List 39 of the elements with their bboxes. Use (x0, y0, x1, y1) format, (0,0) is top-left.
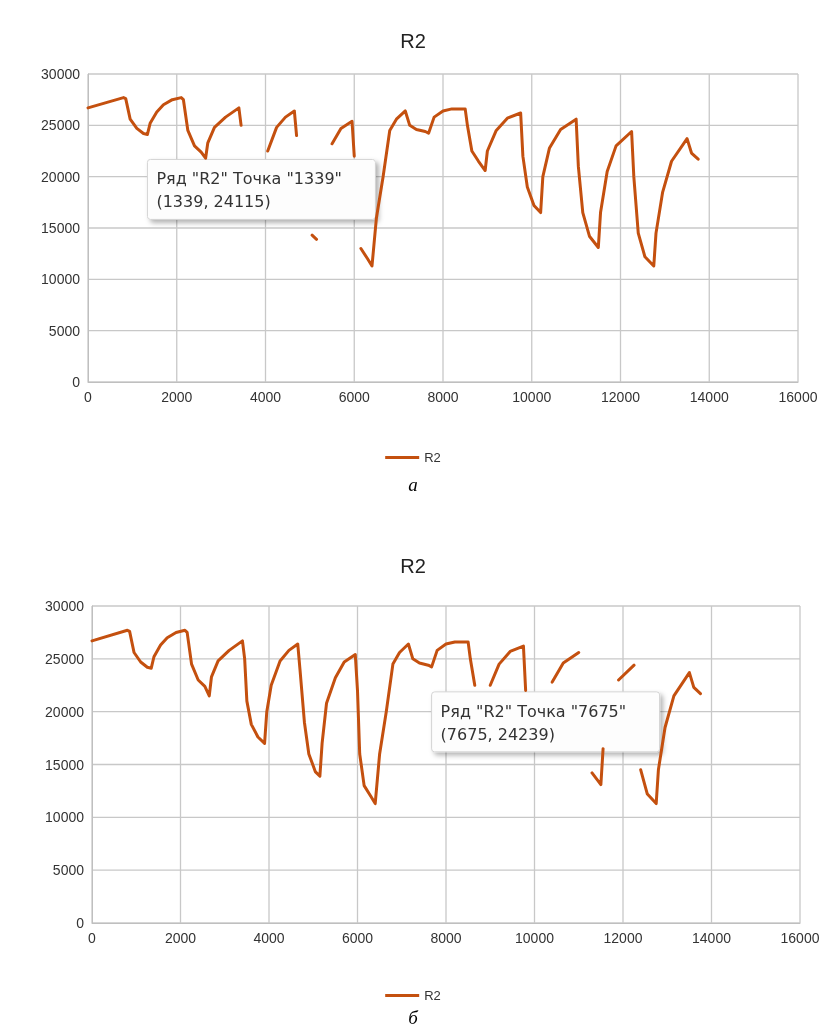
x-tick-label: 8000 (430, 930, 462, 946)
x-tick-label: 2000 (164, 930, 197, 946)
x-tick-label: 2000 (161, 389, 193, 405)
legend-label: R2 (424, 988, 441, 1003)
chart-title: R2 (400, 555, 426, 577)
y-tick-label: 10000 (41, 271, 81, 288)
y-tick-label: 30000 (45, 598, 85, 614)
x-tick-label: 12000 (603, 930, 643, 946)
x-tick-label: 10000 (515, 930, 555, 946)
y-tick-label: 20000 (41, 168, 81, 185)
annotation: Ряд "R2" Точка "1339" (1339, 24115) (156, 169, 342, 212)
text: а (407, 474, 419, 496)
x-tick-label: 6000 (338, 389, 371, 405)
x-tick-label: 14000 (689, 389, 729, 405)
x-tick-label: 0 (88, 930, 97, 946)
x-tick-label: 16000 (780, 930, 820, 946)
annotation: Ряд "R2" Точка "7675" (7675, 24239) (440, 701, 627, 744)
y-tick-label: 0 (76, 915, 85, 931)
y-tick-label: 15000 (45, 756, 85, 773)
x-tick-label: 14000 (692, 930, 732, 946)
chart-title: R2 (400, 30, 426, 52)
x-tick-label: 4000 (253, 930, 285, 946)
legend-label: R2 (424, 450, 441, 465)
y-tick-label: 5000 (48, 322, 81, 339)
y-tick-label: 30000 (41, 66, 81, 82)
y-tick-label: 5000 (52, 862, 85, 879)
y-tick-label: 20000 (45, 703, 85, 720)
y-tick-label: 15000 (41, 220, 81, 236)
x-tick-label: 10000 (512, 389, 552, 405)
y-tick-label: 10000 (45, 809, 85, 826)
y-tick-label: 25000 (41, 117, 81, 134)
x-tick-label: 16000 (778, 389, 818, 405)
x-tick-label: 4000 (249, 389, 282, 405)
text: б (407, 1007, 420, 1029)
x-tick-label: 12000 (601, 389, 641, 405)
y-tick-label: 0 (72, 374, 81, 390)
x-tick-label: 8000 (427, 389, 459, 405)
x-tick-label: 6000 (341, 930, 374, 946)
y-tick-label: 25000 (45, 650, 85, 667)
